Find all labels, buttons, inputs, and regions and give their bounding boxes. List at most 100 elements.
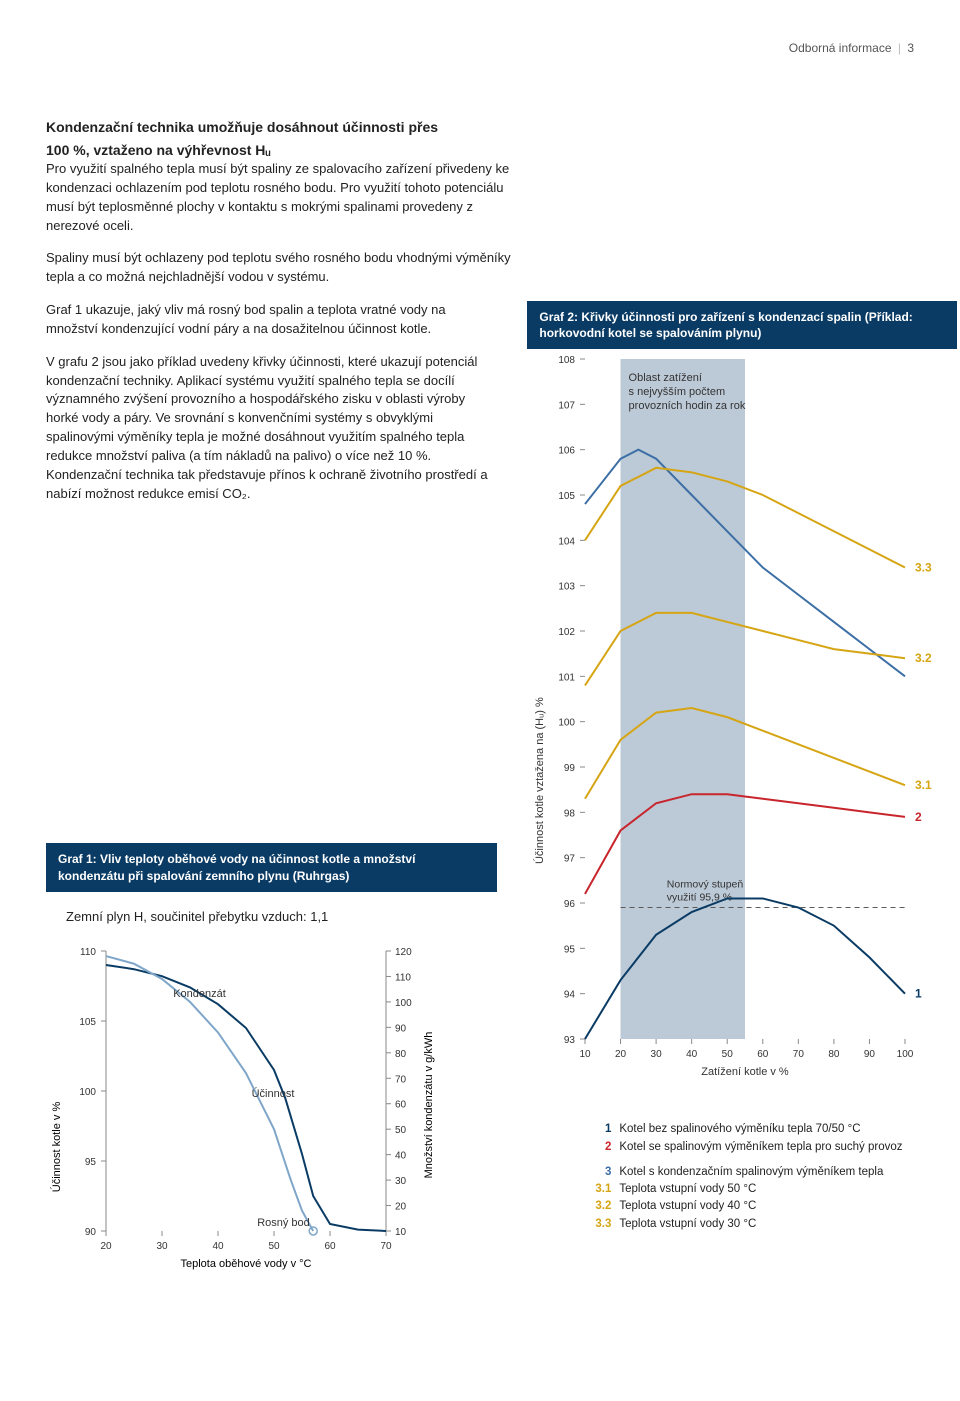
svg-text:80: 80 <box>829 1049 841 1060</box>
svg-text:40: 40 <box>212 1241 224 1252</box>
svg-text:60: 60 <box>324 1241 336 1252</box>
chart1: 90 95 100 105 110 10 20 30 40 50 60 70 80 90 100 110 120… <box>46 941 497 1281</box>
svg-text:10: 10 <box>395 1227 407 1238</box>
legend-text: Kotel bez spalinového výměníku tepla 70/… <box>619 1121 860 1138</box>
svg-text:30: 30 <box>651 1049 663 1060</box>
svg-text:105: 105 <box>79 1017 96 1028</box>
svg-text:20: 20 <box>100 1241 112 1252</box>
svg-text:50: 50 <box>395 1125 407 1136</box>
svg-text:40: 40 <box>686 1049 698 1060</box>
svg-text:Kondenzát: Kondenzát <box>173 988 226 1000</box>
chart1-caption: Zemní plyn H, součinitel přebytku vzduch… <box>66 908 489 927</box>
svg-text:90: 90 <box>864 1049 876 1060</box>
svg-text:100: 100 <box>897 1049 914 1060</box>
svg-text:s nejvyšším počtem: s nejvyšším počtem <box>629 386 726 398</box>
section-title: Kondenzační technika umožňuje dosáhnout … <box>46 117 515 137</box>
svg-text:120: 120 <box>395 947 412 958</box>
svg-text:Rosný bod: Rosný bod <box>257 1217 310 1229</box>
svg-text:2: 2 <box>915 810 922 824</box>
legend-text: Teplota vstupní vody 50 °C <box>619 1181 756 1198</box>
chart1-heading: Graf 1: Vliv teploty oběhové vody na úči… <box>46 843 497 891</box>
legend-num: 3.1 <box>587 1181 611 1198</box>
chart2-heading: Graf 2: Křivky účinnosti pro zařízení s … <box>527 301 957 349</box>
svg-text:využití 95,9 %: využití 95,9 % <box>667 892 732 904</box>
svg-text:102: 102 <box>559 627 576 638</box>
svg-text:30: 30 <box>156 1241 168 1252</box>
svg-text:10: 10 <box>580 1049 592 1060</box>
intro-p1: Pro využití spalného tepla musí být spal… <box>46 160 515 235</box>
svg-text:90: 90 <box>395 1023 407 1034</box>
svg-text:104: 104 <box>559 537 576 548</box>
svg-text:40: 40 <box>395 1150 407 1161</box>
svg-text:Oblast zatížení: Oblast zatížení <box>629 372 702 384</box>
legend-num: 2 <box>587 1139 611 1156</box>
svg-text:94: 94 <box>564 990 576 1001</box>
svg-text:90: 90 <box>85 1227 97 1238</box>
svg-text:60: 60 <box>758 1049 770 1060</box>
chart2: Oblast zatížení s nejvyšším počtem provozn… <box>527 349 957 1109</box>
legend-num: 1 <box>587 1121 611 1138</box>
legend-text: Teplota vstupní vody 40 °C <box>619 1198 756 1215</box>
svg-text:70: 70 <box>395 1074 407 1085</box>
svg-text:93: 93 <box>564 1035 576 1046</box>
intro-p3: Graf 1 ukazuje, jaký vliv má rosný bod s… <box>46 301 497 339</box>
svg-text:110: 110 <box>80 947 96 958</box>
legend-text: Teplota vstupní vody 30 °C <box>619 1216 756 1233</box>
header-sep: | <box>895 41 904 55</box>
svg-text:Množství kondenzátu v g/kWh: Množství kondenzátu v g/kWh <box>423 1031 435 1178</box>
svg-text:80: 80 <box>395 1049 407 1060</box>
legend-row: 2 Kotel se spalinovým výměníkem tepla pro… <box>587 1139 957 1156</box>
svg-text:70: 70 <box>380 1241 392 1252</box>
svg-text:Účinnost kotle vztažena na (Hᵤ: Účinnost kotle vztažena na (Hᵤ) % <box>533 697 546 864</box>
header-label: Odborná informace <box>789 41 892 55</box>
chart2-legend: 1 Kotel bez spalinového výměníku tepla 70… <box>587 1121 957 1233</box>
legend-row: 3.1 Teplota vstupní vody 50 °C <box>587 1181 957 1198</box>
svg-text:60: 60 <box>395 1099 407 1110</box>
svg-text:Účinnost: Účinnost <box>252 1087 295 1100</box>
legend-num: 3.2 <box>587 1198 611 1215</box>
svg-text:100: 100 <box>559 718 576 729</box>
legend-row: 1 Kotel bez spalinového výměníku tepla 70… <box>587 1121 957 1138</box>
svg-text:98: 98 <box>564 809 576 820</box>
header-page-num: 3 <box>907 41 914 55</box>
svg-text:103: 103 <box>559 582 576 593</box>
svg-text:70: 70 <box>793 1049 805 1060</box>
legend-num: 3 <box>587 1164 611 1181</box>
svg-text:30: 30 <box>395 1176 407 1187</box>
svg-text:96: 96 <box>564 899 576 910</box>
svg-text:50: 50 <box>722 1049 734 1060</box>
svg-text:100: 100 <box>395 998 412 1009</box>
intro-p2: Spaliny musí být ochlazeny pod teplotu s… <box>46 249 515 287</box>
legend-row: 3.2 Teplota vstupní vody 40 °C <box>587 1198 957 1215</box>
legend-row: 3 Kotel s kondenzačním spalinovým výměník… <box>587 1164 957 1181</box>
svg-text:1: 1 <box>915 987 922 1001</box>
svg-text:Teplota oběhové vody v °C: Teplota oběhové vody v °C <box>181 1258 312 1270</box>
svg-text:110: 110 <box>395 972 411 983</box>
svg-text:99: 99 <box>564 763 576 774</box>
page-header: Odborná informace | 3 <box>46 40 914 57</box>
svg-text:97: 97 <box>564 854 576 865</box>
svg-text:100: 100 <box>79 1087 96 1098</box>
svg-text:95: 95 <box>564 945 576 956</box>
legend-num: 3.3 <box>587 1216 611 1233</box>
svg-text:3.2: 3.2 <box>915 652 932 666</box>
legend-text: Kotel s kondenzačním spalinovým výměníke… <box>619 1164 883 1181</box>
svg-text:20: 20 <box>395 1201 407 1212</box>
svg-text:107: 107 <box>559 401 576 412</box>
svg-text:50: 50 <box>268 1241 280 1252</box>
svg-text:95: 95 <box>85 1157 97 1168</box>
legend-row: 3.3 Teplota vstupní vody 30 °C <box>587 1216 957 1233</box>
svg-text:Normový stupeň: Normový stupeň <box>667 879 744 891</box>
svg-text:3.3: 3.3 <box>915 561 932 575</box>
svg-text:101: 101 <box>559 673 576 684</box>
svg-text:20: 20 <box>615 1049 627 1060</box>
svg-text:3.1: 3.1 <box>915 779 932 793</box>
svg-text:108: 108 <box>559 355 576 366</box>
svg-text:105: 105 <box>559 491 576 502</box>
section-subline: 100 %, vztaženo na výhřevnost Hᵤ <box>46 140 515 160</box>
svg-text:provozních hodin za rok: provozních hodin za rok <box>629 400 746 412</box>
svg-text:Účinnost kotle v %: Účinnost kotle v % <box>50 1101 63 1192</box>
svg-text:106: 106 <box>559 446 576 457</box>
legend-text: Kotel se spalinovým výměníkem tepla pro … <box>619 1139 902 1156</box>
svg-text:Zatížení kotle v %: Zatížení kotle v % <box>702 1066 790 1078</box>
